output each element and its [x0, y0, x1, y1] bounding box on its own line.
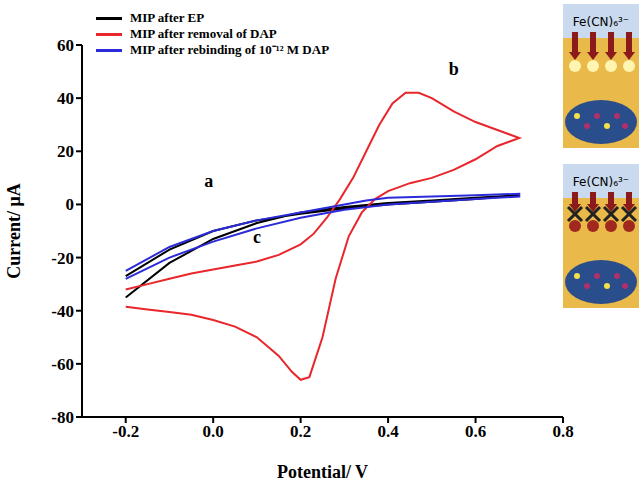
svg-text:20: 20 [57, 142, 74, 161]
svg-text:b: b [449, 59, 459, 79]
svg-text:0: 0 [66, 195, 75, 214]
svg-text:Potential/ V: Potential/ V [277, 462, 368, 482]
svg-text:60: 60 [57, 36, 74, 55]
svg-text:-80: -80 [51, 408, 74, 427]
svg-text:Current/ μA: Current/ μA [4, 183, 24, 278]
svg-text:0.0: 0.0 [203, 422, 224, 441]
svg-text:Fe(CN)₆³⁻: Fe(CN)₆³⁻ [573, 15, 629, 29]
svg-text:0.6: 0.6 [465, 422, 486, 441]
svg-text:Fe(CN)₆³⁻: Fe(CN)₆³⁻ [573, 175, 629, 189]
svg-text:a: a [204, 171, 213, 191]
html-text:MIP after removal of DAP: MIP after removal of DAP [130, 26, 277, 41]
svg-text:0.2: 0.2 [290, 422, 311, 441]
html-text:MIP after rebinding of 10⁻¹² M: MIP after rebinding of 10⁻¹² M DAP [130, 42, 330, 57]
html-text:MIP after EP: MIP after EP [130, 10, 205, 25]
svg-text:0.8: 0.8 [552, 422, 573, 441]
svg-text:-20: -20 [51, 249, 74, 268]
svg-text:0.4: 0.4 [377, 422, 399, 441]
svg-text:-0.2: -0.2 [112, 422, 139, 441]
svg-text:c: c [253, 227, 261, 247]
svg-text:40: 40 [57, 89, 74, 108]
svg-text:-60: -60 [51, 355, 74, 374]
svg-text:-40: -40 [51, 302, 74, 321]
